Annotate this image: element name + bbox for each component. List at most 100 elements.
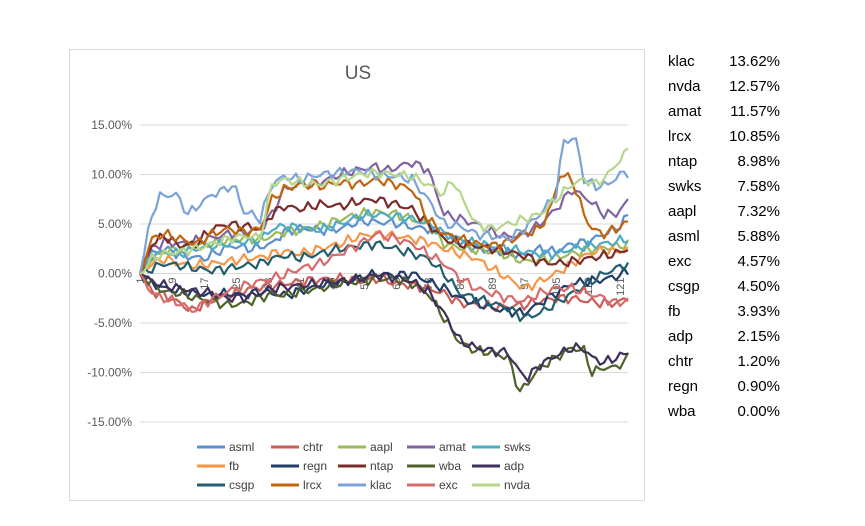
series-line-exc — [139, 230, 629, 313]
y-tick-label: 5.00% — [98, 217, 132, 231]
ranking-ticker: fb — [668, 303, 681, 320]
x-tick-label: 9 — [167, 278, 179, 284]
series-line-nvda — [139, 147, 629, 275]
legend-label: klac — [370, 478, 391, 492]
legend-item-nvda: nvda — [472, 478, 530, 492]
legend-label: chtr — [303, 440, 323, 454]
line-chart: US 15.00% 10.00% 5.00% 0.00% -5.00% -10.00% -1… — [87, 63, 630, 492]
legend-item-swks: swks — [472, 440, 531, 454]
ranking-ticker: klac — [668, 53, 695, 70]
ranking-row: regn 0.90% — [655, 375, 855, 400]
ranking-percent: 2.15% — [737, 328, 780, 345]
ranking-row: ntap 8.98% — [655, 150, 855, 175]
legend-item-klac: klac — [338, 478, 391, 492]
ranking-percent: 0.00% — [737, 403, 780, 420]
legend-item-asml: asml — [197, 440, 254, 454]
ranking-percent: 4.57% — [737, 253, 780, 270]
ranking-row: chtr 1.20% — [655, 350, 855, 375]
ranking-ticker: chtr — [668, 353, 694, 370]
ranking-row: klac 13.62% — [655, 50, 855, 75]
legend-label: wba — [438, 459, 461, 473]
legend-item-chtr: chtr — [271, 440, 323, 454]
y-tick-label: -5.00% — [94, 316, 132, 330]
ranking-ticker: lrcx — [668, 128, 692, 145]
ranking-ticker: nvda — [668, 78, 701, 95]
x-tick-label: 1 — [135, 278, 147, 284]
series-line-ntap — [138, 196, 629, 274]
ranking-percent: 11.57% — [730, 103, 780, 120]
legend-label: asml — [229, 440, 254, 454]
x-tick-label: 17 — [199, 278, 211, 290]
legend-item-adp: adp — [472, 459, 524, 473]
ranking-ticker: adp — [668, 328, 694, 345]
ranking-ticker: csgp — [668, 278, 700, 295]
y-tick-label: -15.00% — [87, 415, 132, 429]
chart-panel: US 15.00% 10.00% 5.00% 0.00% -5.00% -10.00% -1… — [69, 49, 645, 501]
ranking-ticker: swks — [668, 178, 702, 195]
legend-label: amat — [439, 440, 466, 454]
ranking-ticker: aapl — [668, 203, 697, 220]
ranking-row: lrcx 10.85% — [655, 125, 855, 150]
ranking-percent: 5.88% — [737, 228, 780, 245]
legend-item-exc: exc — [407, 478, 458, 492]
ranking-row: csgp 4.50% — [655, 275, 855, 300]
legend-item-lrcx: lrcx — [271, 478, 322, 492]
ranking-row: fb 3.93% — [655, 300, 855, 325]
series-line-wba — [139, 272, 629, 393]
legend-label: ntap — [370, 459, 394, 473]
ranking-percent: 0.90% — [737, 378, 780, 395]
legend-item-regn: regn — [271, 459, 327, 473]
ranking-row: wba 0.00% — [655, 400, 855, 425]
ranking-percent: 10.85% — [729, 128, 780, 145]
ranking-row: amat 11.57% — [655, 100, 855, 125]
legend-item-wba: wba — [407, 459, 461, 473]
x-tick-label: 121 — [615, 278, 627, 296]
legend-item-aapl: aapl — [338, 440, 393, 454]
y-tick-label: 10.00% — [91, 168, 132, 182]
ranking-percent: 1.20% — [737, 353, 780, 370]
y-tick-label: 15.00% — [91, 118, 132, 132]
ranking-percent: 8.98% — [737, 153, 780, 170]
ranking-row: adp 2.15% — [655, 325, 855, 350]
ranking-percent: 13.62% — [729, 53, 780, 70]
ranking-ticker: exc — [668, 253, 692, 270]
legend-label: fb — [229, 459, 239, 473]
series-line-amat — [139, 160, 629, 275]
legend-label: lrcx — [303, 478, 322, 492]
series-line-adp — [139, 271, 629, 383]
legend-label: aapl — [370, 440, 393, 454]
ranking-row: swks 7.58% — [655, 175, 855, 200]
ranking-ticker: wba — [668, 403, 696, 420]
ranking-row: aapl 7.32% — [655, 200, 855, 225]
ranking-table: klac 13.62% nvda 12.57% amat 11.57% lrcx 10.85%… — [655, 50, 855, 425]
ranking-row: exc 4.57% — [655, 250, 855, 275]
ranking-percent: 12.57% — [729, 78, 780, 95]
series-line-fb — [139, 229, 629, 292]
ranking-percent: 7.32% — [737, 203, 780, 220]
legend-label: adp — [504, 459, 524, 473]
y-tick-label: -10.00% — [87, 366, 132, 380]
legend-label: csgp — [229, 478, 255, 492]
legend-item-fb: fb — [197, 459, 239, 473]
x-tick-label: 25 — [231, 278, 243, 290]
legend-label: swks — [504, 440, 531, 454]
legend-item-amat: amat — [407, 440, 466, 454]
y-tick-label: 0.00% — [98, 267, 132, 281]
legend-label: exc — [439, 478, 458, 492]
ranking-row: asml 5.88% — [655, 225, 855, 250]
ranking-ticker: amat — [668, 103, 702, 120]
legend-item-ntap: ntap — [338, 459, 394, 473]
series-line-lrcx — [139, 172, 629, 274]
chart-title: US — [345, 63, 371, 84]
legend-item-csgp: csgp — [197, 478, 255, 492]
legend-label: regn — [303, 459, 327, 473]
x-tick-label: 89 — [487, 278, 499, 290]
series-line-csgp — [139, 240, 629, 323]
legend-label: nvda — [504, 478, 530, 492]
ranking-ticker: ntap — [668, 153, 698, 170]
ranking-percent: 4.50% — [737, 278, 780, 295]
ranking-ticker: asml — [668, 228, 700, 245]
ranking-ticker: regn — [668, 378, 699, 395]
ranking-row: nvda 12.57% — [655, 75, 855, 100]
ranking-percent: 7.58% — [737, 178, 780, 195]
